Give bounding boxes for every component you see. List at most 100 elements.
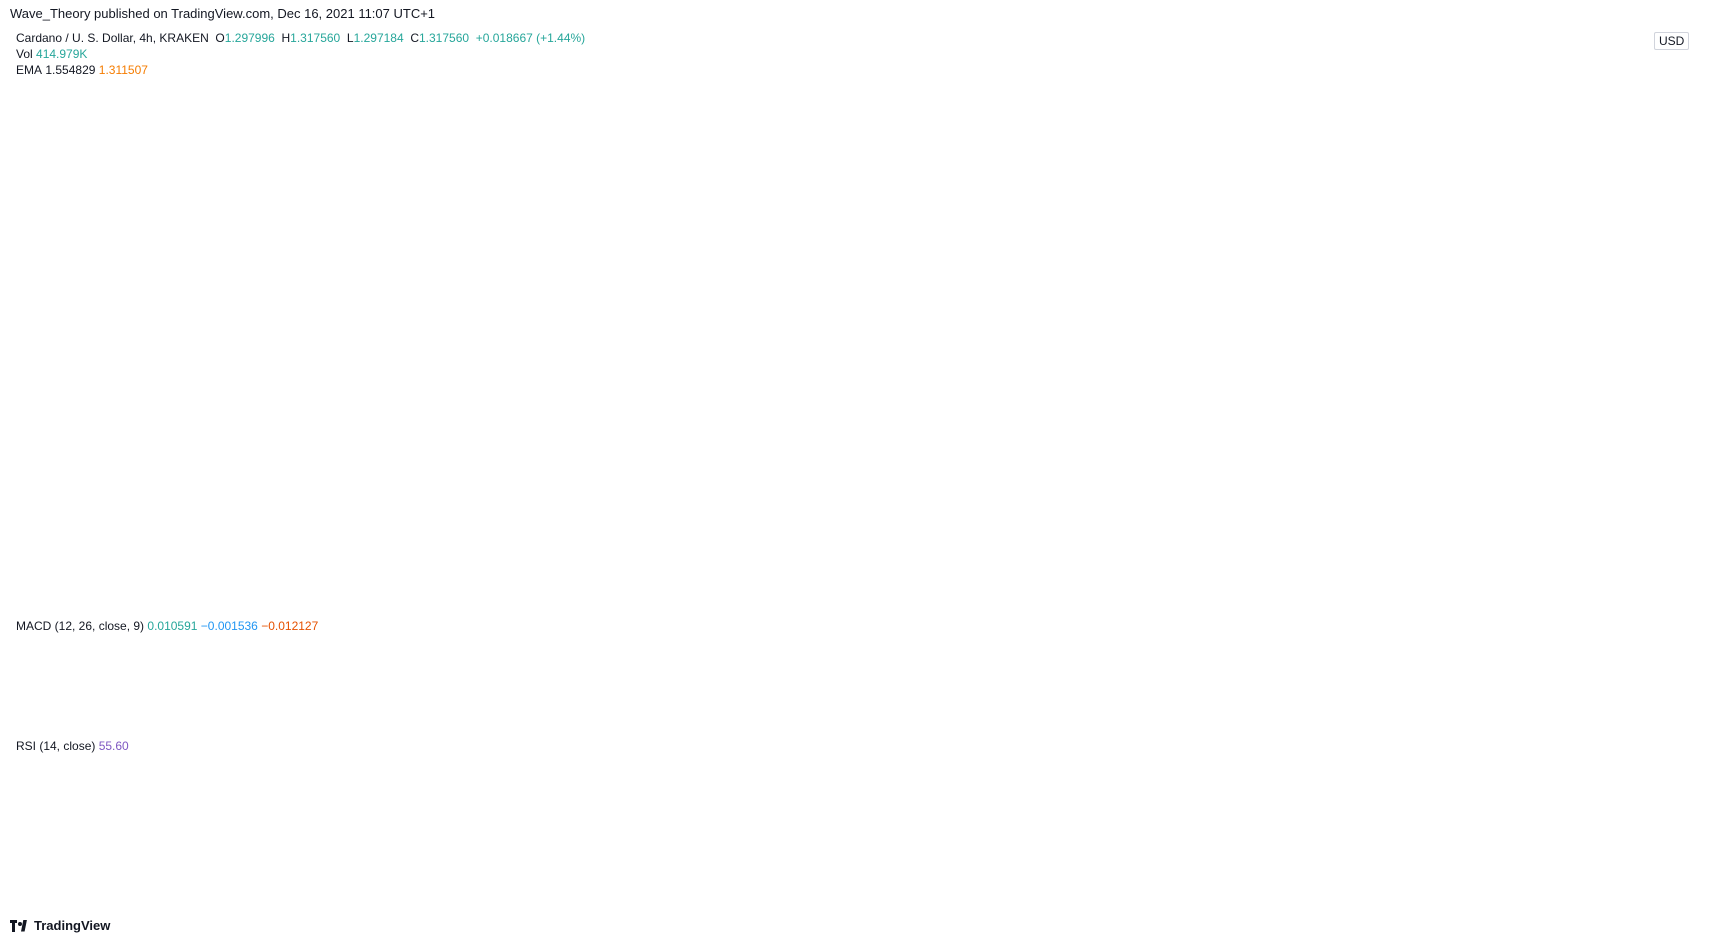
candle-body — [997, 510, 1006, 519]
candle-body — [684, 537, 694, 561]
macd-histogram-bar — [106, 650, 118, 657]
volume-bar — [815, 599, 827, 610]
volume-bar — [1068, 598, 1079, 610]
currency-button[interactable]: USD — [1654, 32, 1690, 50]
ema-fast-value: 1.311507 — [98, 63, 148, 77]
macd-histogram-bar — [875, 656, 887, 660]
time-tick-label: 20 — [1320, 813, 1332, 825]
volume-bar — [1007, 601, 1019, 610]
level-label: High — [1462, 132, 1485, 144]
volume-bar — [731, 592, 743, 610]
volume-bar — [142, 601, 154, 610]
candle-body — [204, 445, 213, 462]
volume-bar — [911, 602, 923, 610]
price-tick-label: 1.200000 — [1500, 559, 1546, 571]
high-value: 1.317560 — [290, 31, 341, 45]
macd-histogram-bar — [1056, 647, 1067, 657]
macd-histogram-bar — [1080, 646, 1091, 657]
candle-body — [528, 407, 537, 412]
candle-body — [420, 373, 429, 382]
candle-body — [107, 194, 117, 210]
volume-bar — [250, 602, 262, 610]
volume-bar — [178, 601, 190, 610]
macd-legend: MACD (12, 26, close, 9) 0.010591 −0.0015… — [16, 619, 319, 633]
candle-body — [23, 300, 33, 313]
macd-histogram-bar — [839, 652, 851, 657]
macd-line — [15, 631, 1098, 710]
volume-bar — [34, 602, 46, 610]
ema-fast-line — [15, 219, 1098, 480]
candle-body — [816, 438, 826, 446]
macd-histogram-bar — [551, 654, 563, 657]
volume-bar — [419, 600, 430, 610]
last-price-badge: 01:52:56 — [1497, 483, 1540, 495]
volume-bar — [407, 598, 418, 610]
macd-histogram-bar — [298, 656, 310, 664]
volume-bar — [827, 598, 839, 610]
signal-line-badge: −0.012127 — [1497, 667, 1549, 679]
candle-body — [708, 503, 718, 534]
volume-bar — [767, 601, 779, 610]
rsi-legend: RSI (14, close) 55.60 — [16, 739, 129, 753]
macd-histogram-bar — [262, 656, 274, 667]
volume-bar — [395, 602, 406, 610]
macd-histogram-bar — [515, 651, 527, 657]
volume-bar — [887, 574, 899, 610]
macd-histogram-bar — [395, 645, 406, 657]
macd-histogram-bar — [455, 646, 467, 657]
volume-bar — [311, 599, 322, 610]
symbol-title: Cardano / U. S. Dollar, 4h, KRAKEN — [16, 31, 209, 45]
macd-histogram-bar — [731, 652, 743, 657]
macd-histogram-bar — [443, 645, 455, 657]
volume-bar — [719, 596, 731, 610]
volume-bar — [611, 604, 623, 610]
macd-histogram-bar — [863, 655, 875, 657]
level-value: 1.760000 — [1498, 132, 1544, 144]
candle-body — [588, 472, 597, 492]
macd-hist-badge-bg — [1492, 632, 1552, 648]
volume-badge-bg — [1492, 600, 1552, 614]
candle-body — [35, 308, 45, 313]
candle-body — [1045, 487, 1054, 565]
macd-histogram-bar — [347, 656, 358, 660]
macd-histogram-bar — [599, 656, 611, 661]
volume-bar — [587, 595, 599, 610]
volume-bar — [238, 601, 250, 610]
last-price-badge-bg — [1492, 466, 1552, 497]
volume-bar — [190, 592, 202, 610]
macd-histogram-bar — [311, 656, 322, 662]
ema-slow-badge: 1.554829 — [1497, 288, 1543, 300]
volume-bar — [671, 586, 683, 610]
volume-bar — [659, 598, 671, 610]
candle-body — [131, 205, 141, 217]
macd-hist-value: 0.010591 — [147, 619, 198, 633]
candle-body — [1021, 514, 1030, 523]
macd-tick-label: −0.050000 — [1500, 701, 1552, 713]
volume-bar — [527, 600, 539, 610]
macd-histogram-bar — [286, 656, 298, 666]
macd-histogram-bar — [1031, 650, 1043, 657]
candle-body — [973, 514, 982, 534]
macd-histogram-bar — [419, 642, 430, 657]
volume-value: 414.979K — [36, 47, 88, 61]
volume-bar — [491, 598, 503, 610]
macd-histogram-bar — [935, 656, 947, 661]
macd-histogram-bar — [899, 656, 911, 663]
volume-bar — [971, 602, 983, 610]
macd-histogram-bar — [503, 650, 515, 657]
tradingview-brand: TradingView — [34, 918, 111, 933]
volume-bar — [467, 595, 479, 610]
macd-histogram-bar — [803, 645, 815, 657]
ema-slow-badge-bg — [1492, 285, 1552, 302]
candle-body — [985, 510, 994, 515]
volume-bar — [935, 601, 947, 610]
time-tick-label: 13:00 — [699, 813, 727, 825]
macd-histogram-bar — [34, 651, 46, 657]
price-tick-label: 1.850000 — [1500, 63, 1546, 75]
candle-body — [95, 163, 105, 195]
rsi-line — [15, 732, 1098, 797]
volume-bar — [359, 595, 370, 610]
ema-legend: EMA 1.554829 1.311507 — [16, 63, 148, 77]
candle-body — [864, 480, 874, 482]
